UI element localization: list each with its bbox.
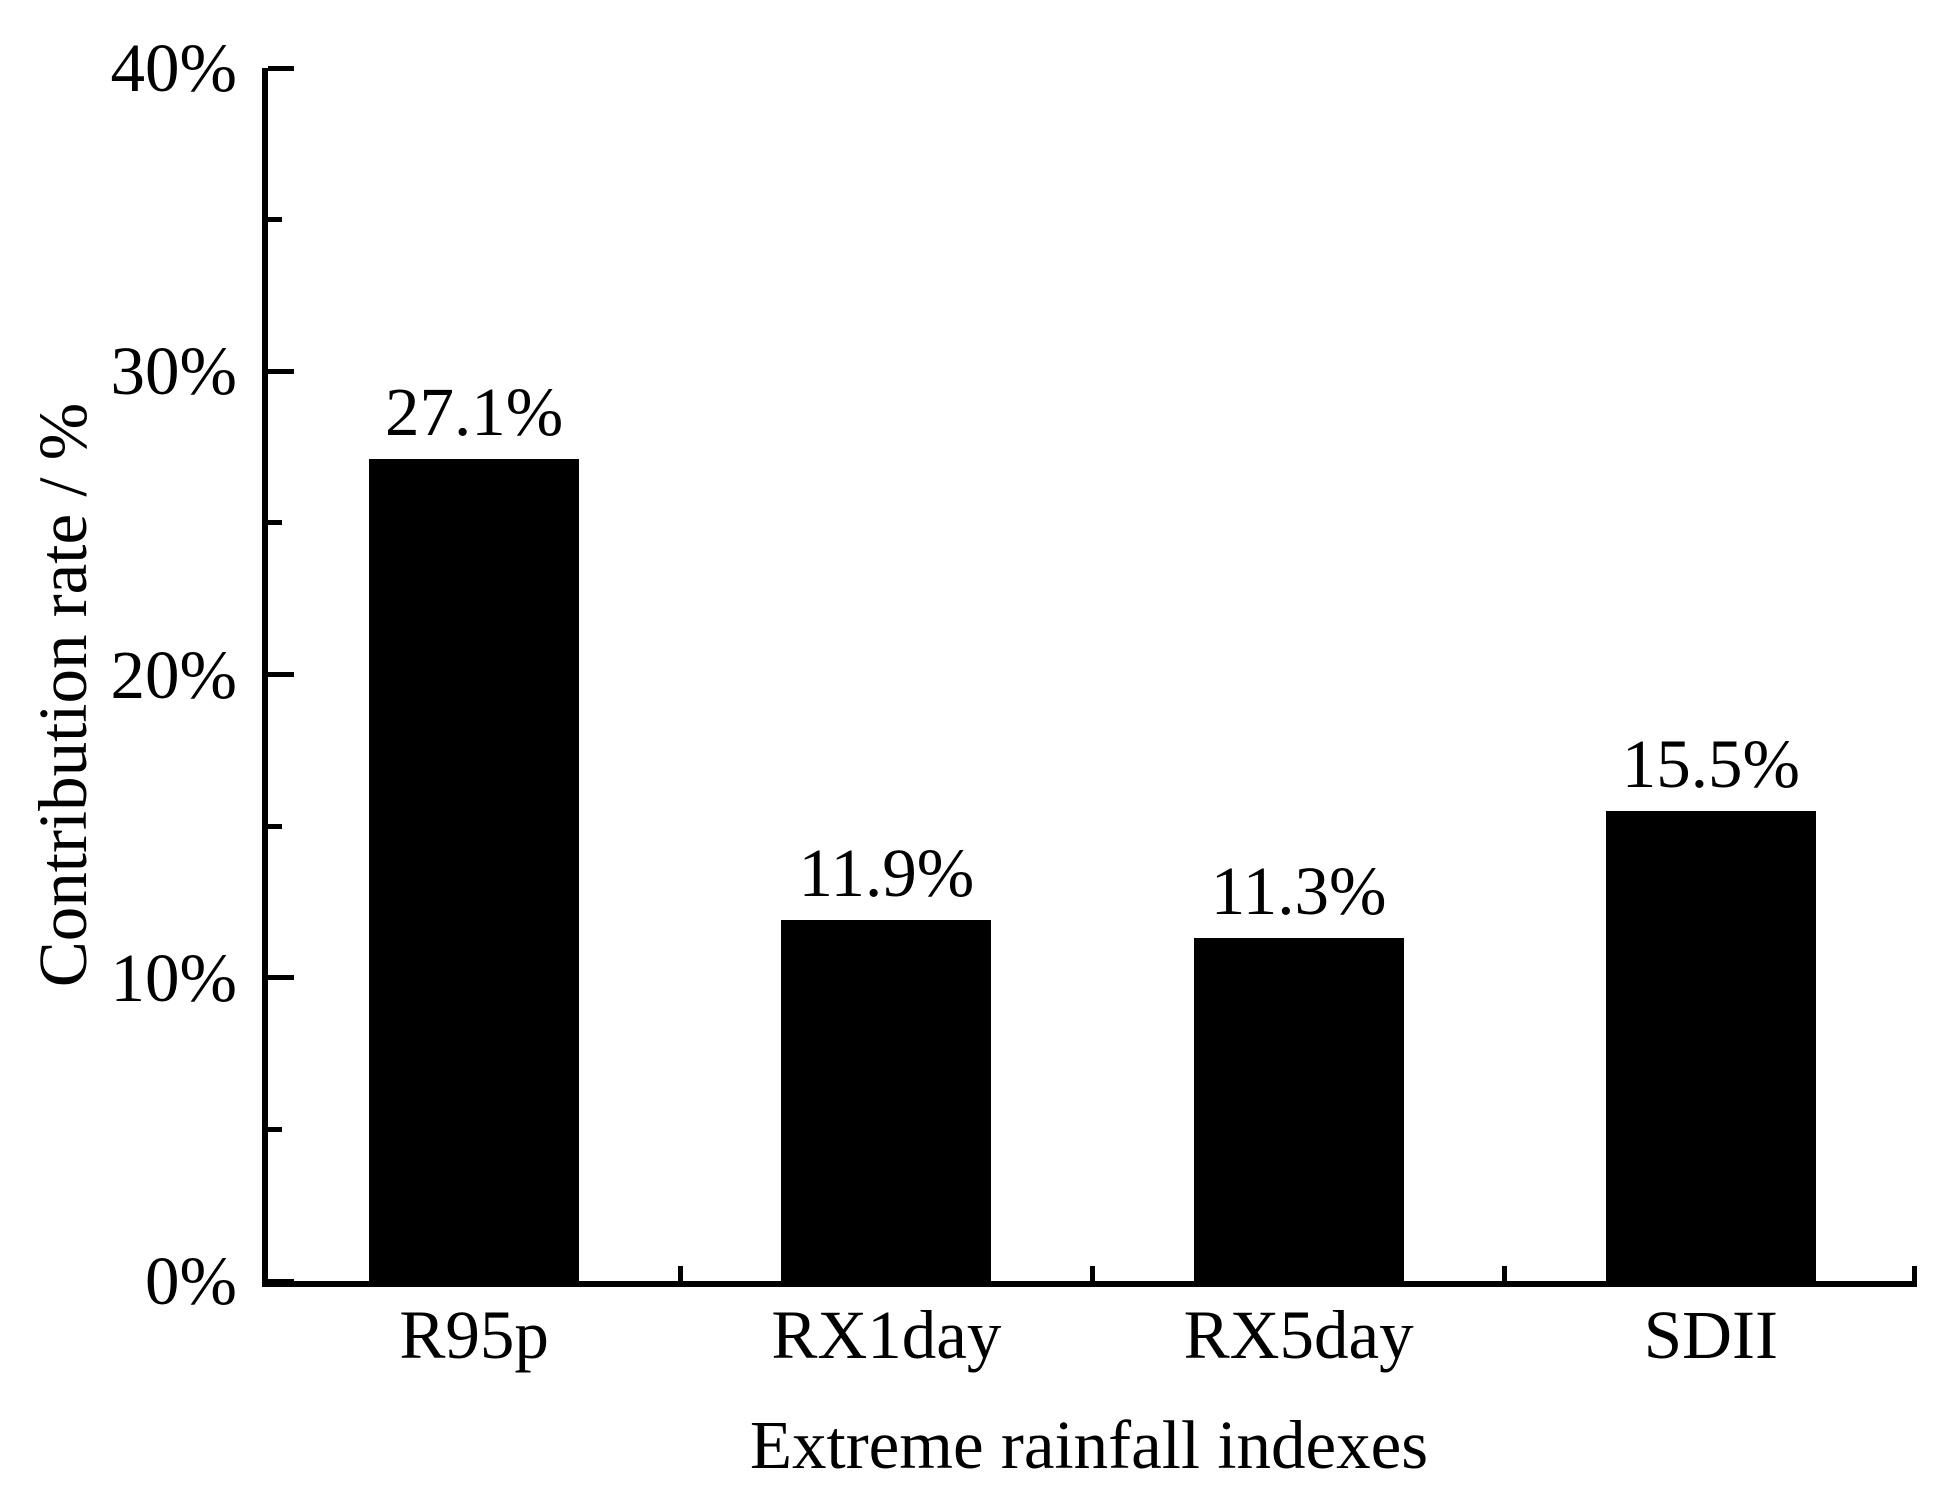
- y-major-tick: [268, 65, 294, 71]
- y-tick-label: 20%: [110, 636, 237, 713]
- y-minor-tick: [268, 520, 282, 526]
- y-major-tick: [268, 672, 294, 677]
- bar-value-label: 11.3%: [1210, 853, 1387, 929]
- bar-value-label: 27.1%: [385, 374, 564, 450]
- y-major-tick: [268, 368, 294, 374]
- y-tick-label: 40%: [110, 30, 237, 106]
- x-category-label: RX1day: [771, 1297, 1002, 1373]
- y-major-tick: [268, 1278, 294, 1284]
- bar-value-label: 11.9%: [798, 835, 975, 911]
- x-category-label: RX5day: [1183, 1297, 1414, 1373]
- y-tick-label: 10%: [110, 939, 237, 1016]
- x-category-label: R95p: [399, 1297, 549, 1373]
- bar-r95p: [369, 459, 580, 1281]
- y-minor-tick: [268, 823, 282, 829]
- bar-rx1day: [781, 920, 992, 1281]
- x-boundary-tick: [677, 1266, 683, 1281]
- y-minor-tick: [268, 1126, 282, 1132]
- y-tick-label: 0%: [145, 1243, 237, 1319]
- plot-area: 27.1% 11.9% 11.3% 15.5%: [262, 65, 1917, 1287]
- y-minor-tick: [268, 217, 282, 223]
- bar-sdii: [1605, 811, 1816, 1281]
- bar-value-label: 15.5%: [1621, 726, 1800, 802]
- x-axis-title: Extreme rainfall indexes: [749, 1407, 1429, 1483]
- x-end-tick: [1912, 1266, 1917, 1281]
- x-boundary-tick: [1090, 1266, 1095, 1281]
- x-category-label: SDII: [1643, 1297, 1778, 1373]
- x-boundary-tick: [1502, 1266, 1508, 1281]
- bar-rx5day: [1193, 938, 1404, 1281]
- y-tick-label: 30%: [110, 333, 237, 410]
- y-major-tick: [268, 975, 294, 981]
